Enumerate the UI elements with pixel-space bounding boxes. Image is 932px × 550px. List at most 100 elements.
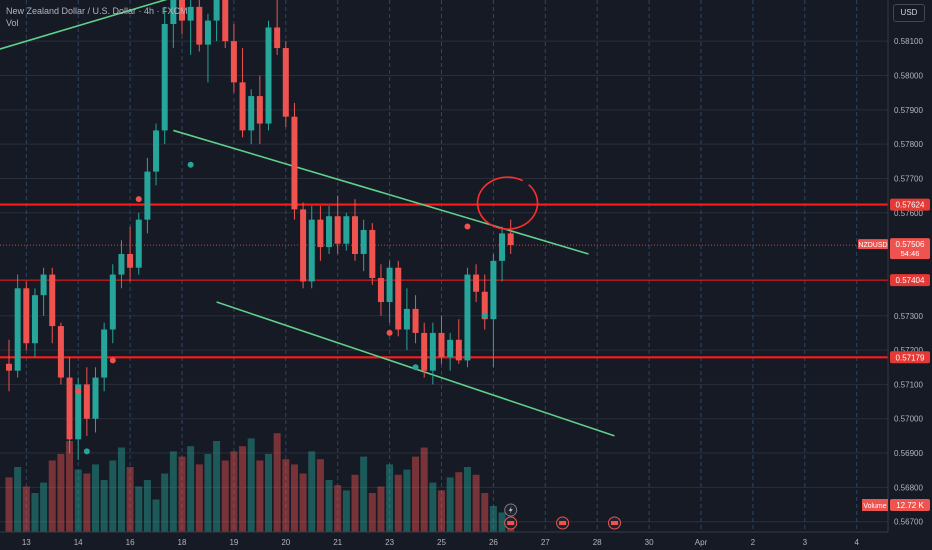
signal-dot [187, 161, 194, 168]
signal-dot [75, 388, 82, 395]
price-tick-label: 0.57600 [894, 209, 923, 218]
candle-body [395, 267, 402, 330]
candle-body [179, 0, 185, 21]
annotation-circle[interactable] [476, 176, 539, 230]
price-tick-label: 0.58000 [894, 72, 923, 81]
volume-bars [5, 433, 515, 532]
time-tick-label: 20 [281, 538, 290, 547]
candle-body [135, 219, 142, 268]
volume-bar [178, 456, 186, 532]
economic-event-icons[interactable] [504, 503, 621, 530]
volume-bar [92, 464, 99, 532]
candle-body [490, 260, 497, 320]
time-tick-label: 30 [645, 538, 654, 547]
volume-bar [290, 464, 298, 532]
current-price-value: 0.57506 [896, 240, 925, 249]
candle-body [83, 384, 90, 419]
volume-bar [57, 454, 65, 532]
candle-body [499, 233, 506, 261]
candle-body [170, 0, 177, 25]
flag-stripe [507, 521, 515, 525]
time-tick-label: 14 [74, 538, 83, 547]
chart-grid [0, 40, 888, 523]
signal-dot [239, 93, 246, 100]
signal-dot [83, 448, 90, 455]
candle-body [256, 96, 263, 124]
volume-bar [74, 469, 82, 532]
volume-bar [83, 473, 91, 532]
candle-body [300, 209, 307, 282]
volume-bar [230, 451, 238, 532]
symbol-title[interactable]: New Zealand Dollar / U.S. Dollar · 4h · … [6, 6, 188, 16]
candle-body [127, 253, 134, 268]
flag-stripe [611, 521, 618, 525]
symbol-tag [858, 239, 888, 250]
price-level-tag [890, 351, 930, 364]
volume-bar [273, 433, 281, 532]
price-tick-label: 0.57700 [894, 174, 923, 183]
volume-bar [489, 506, 497, 532]
candle-body [507, 233, 514, 246]
volume-bar [195, 464, 203, 532]
volume-bar [161, 473, 169, 532]
chart-legend: New Zealand Dollar / U.S. Dollar · 4h · … [6, 5, 188, 29]
signal-dot [481, 312, 488, 319]
candle-body [248, 96, 255, 131]
candle-body [187, 6, 194, 21]
candle-body [352, 216, 358, 254]
candle-body [386, 267, 393, 303]
candle-body [49, 274, 56, 327]
candle-body [377, 278, 384, 303]
volume-bar [403, 469, 411, 532]
candle-body [57, 326, 64, 378]
volume-bar [135, 486, 143, 532]
time-tick-label: 25 [437, 538, 446, 547]
candle-body [6, 363, 12, 371]
price-level-label: 0.57179 [896, 353, 925, 362]
candle-body [204, 20, 211, 45]
volume-bar [14, 467, 22, 532]
candle-body [412, 308, 419, 333]
time-tick-label: 27 [541, 538, 550, 547]
price-tick-label: 0.57200 [894, 346, 923, 355]
volume-bar [377, 486, 385, 532]
candle-body [101, 329, 108, 378]
highlight-circle [476, 176, 539, 230]
candle-body [161, 24, 168, 131]
volume-bar [239, 446, 247, 532]
signal-dot [135, 196, 142, 203]
time-tick-label: 4 [854, 538, 859, 547]
candle-body [144, 171, 151, 220]
volume-bar [498, 512, 506, 532]
price-tick-label: 0.56900 [894, 449, 923, 458]
time-axis[interactable]: 13 14 16 18 19 20 21 23 25 26 27 28 30 Apr 2 3 4 [0, 531, 888, 547]
time-tick-label: 18 [178, 538, 187, 547]
candle-body [326, 216, 333, 248]
signal-markers [75, 93, 488, 455]
trend-line [173, 129, 589, 255]
trend-lines[interactable] [0, 0, 615, 437]
candle-body [75, 384, 82, 440]
volume-bar [282, 459, 290, 532]
candle-body [230, 41, 237, 83]
time-tick-label: 26 [489, 538, 498, 547]
volume-bar [325, 480, 333, 532]
volume-bar [169, 451, 177, 532]
lightning-glyph [508, 506, 513, 514]
vol-label[interactable]: Vol [6, 18, 19, 28]
price-tick-label: 0.56800 [894, 483, 923, 492]
time-tick-label: 13 [22, 538, 31, 547]
price-tick-label: 0.57000 [894, 415, 923, 424]
volume-bar [316, 459, 324, 532]
volume-value-tag [890, 499, 930, 511]
volume-bar [48, 460, 56, 532]
time-tick-label: 19 [229, 538, 238, 547]
time-tick-label: 3 [803, 538, 808, 547]
volume-bar [204, 454, 212, 532]
price-tick-label: 0.58100 [894, 37, 923, 46]
price-level-tag [890, 274, 930, 287]
price-axis[interactable]: 0.58100 0.58000 0.57900 0.57800 0.57700 0.576… [858, 0, 932, 550]
trend-line [0, 0, 168, 50]
currency-button[interactable]: USD [893, 4, 925, 22]
